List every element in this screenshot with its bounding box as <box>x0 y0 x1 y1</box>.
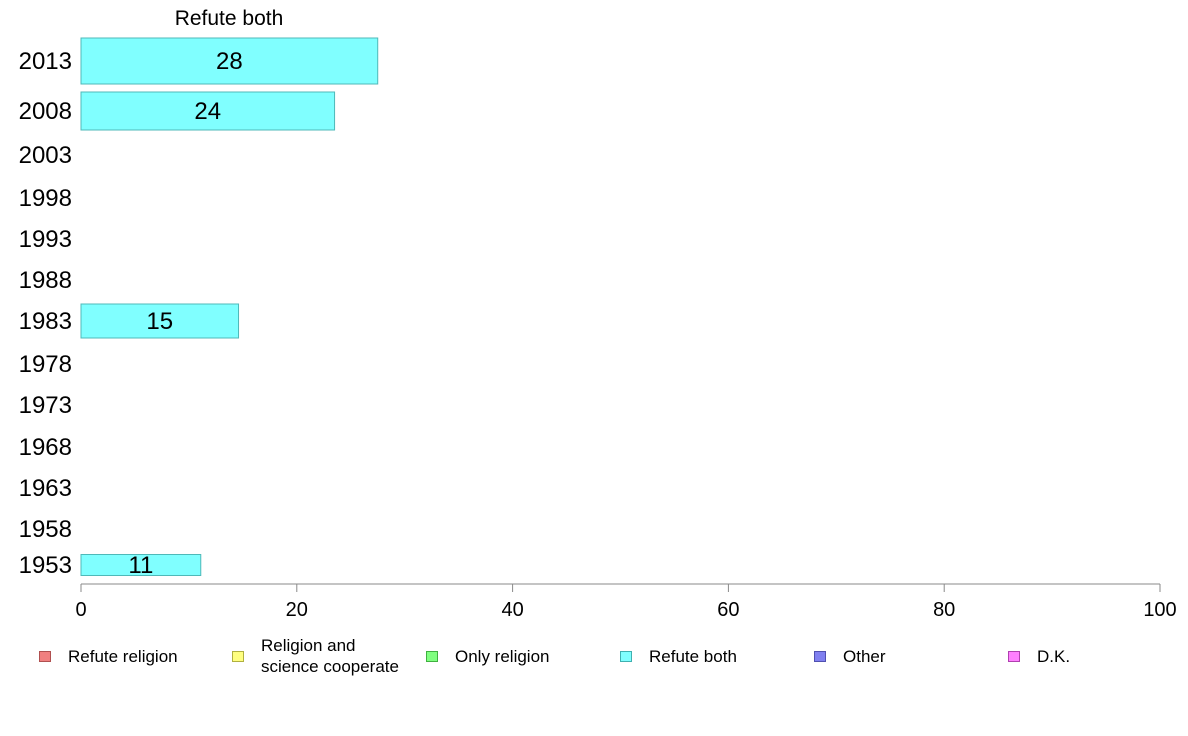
x-tick-label: 20 <box>286 599 308 621</box>
bar <box>80 37 379 85</box>
legend-swatch <box>1008 650 1020 662</box>
legend-label: Only religion <box>455 646 550 666</box>
legend-item: D.K. <box>1008 634 1070 678</box>
bar-value-label: 11 <box>128 552 153 579</box>
y-tick-label: 1983 <box>19 308 72 335</box>
y-tick-label: 1963 <box>19 475 72 502</box>
x-tick-label: 60 <box>717 599 739 621</box>
y-tick-label: 1993 <box>19 226 72 253</box>
y-tick-label: 1973 <box>19 392 72 419</box>
legend-item: Only religion <box>426 634 550 678</box>
x-tick-label: 80 <box>933 599 955 621</box>
chart-title: Refute both <box>175 7 284 30</box>
legend-item: Refute both <box>620 634 737 678</box>
y-tick-label: 1978 <box>19 351 72 378</box>
legend-swatch <box>620 650 632 662</box>
legend: Refute religion Religion and science coop… <box>0 634 1188 684</box>
legend-swatch <box>232 650 244 662</box>
legend-label: Other <box>843 646 886 666</box>
y-tick-label: 1998 <box>19 185 72 212</box>
y-tick-label: 2008 <box>19 98 72 125</box>
legend-swatch <box>39 650 51 662</box>
bar-value-label: 24 <box>194 98 221 125</box>
legend-label: Refute both <box>649 646 737 666</box>
y-tick-label: 2003 <box>19 142 72 169</box>
x-axis: 0 20 40 60 80 100 <box>75 583 1177 621</box>
legend-swatch <box>814 650 826 662</box>
bar <box>80 303 240 339</box>
y-tick-label: 1958 <box>19 516 72 543</box>
x-tick-label: 100 <box>1143 599 1176 621</box>
bar-value-label: 15 <box>146 308 173 335</box>
legend-item: Other <box>814 634 886 678</box>
legend-swatch <box>426 650 438 662</box>
bar-chart: Refute both 28 24 15 11 2013 2008 2003 1998 199… <box>19 7 1177 621</box>
y-axis-labels: 2013 2008 2003 1998 1993 1988 1983 1978 1973 1968… <box>19 48 72 579</box>
legend-item: Religion and science cooperate <box>232 634 399 678</box>
y-tick-label: 2013 <box>19 48 72 75</box>
legend-label: Religion and science cooperate <box>261 636 399 676</box>
bar-value-label: 28 <box>216 48 243 75</box>
legend-label: D.K. <box>1037 646 1071 666</box>
x-tick-label: 40 <box>501 599 523 621</box>
x-tick-label: 0 <box>75 599 86 621</box>
y-tick-label: 1988 <box>19 267 72 294</box>
y-tick-label: 1953 <box>19 552 72 579</box>
bar <box>80 554 202 576</box>
bars-group: 28 24 15 11 <box>80 37 379 579</box>
y-tick-label: 1968 <box>19 434 72 461</box>
legend-item: Refute religion <box>39 634 178 678</box>
legend-label: Refute religion <box>68 646 178 666</box>
bar <box>80 91 336 131</box>
